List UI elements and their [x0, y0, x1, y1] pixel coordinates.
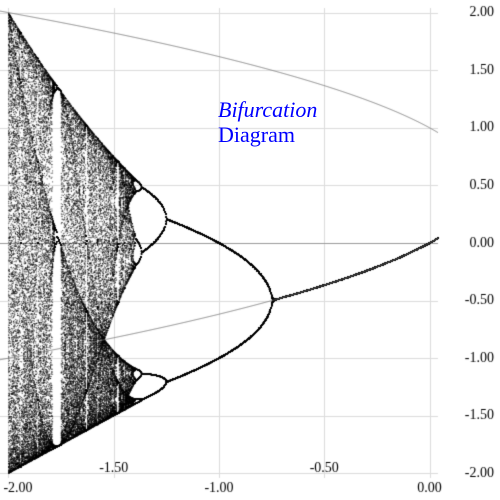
bifurcation-chart [0, 0, 500, 500]
